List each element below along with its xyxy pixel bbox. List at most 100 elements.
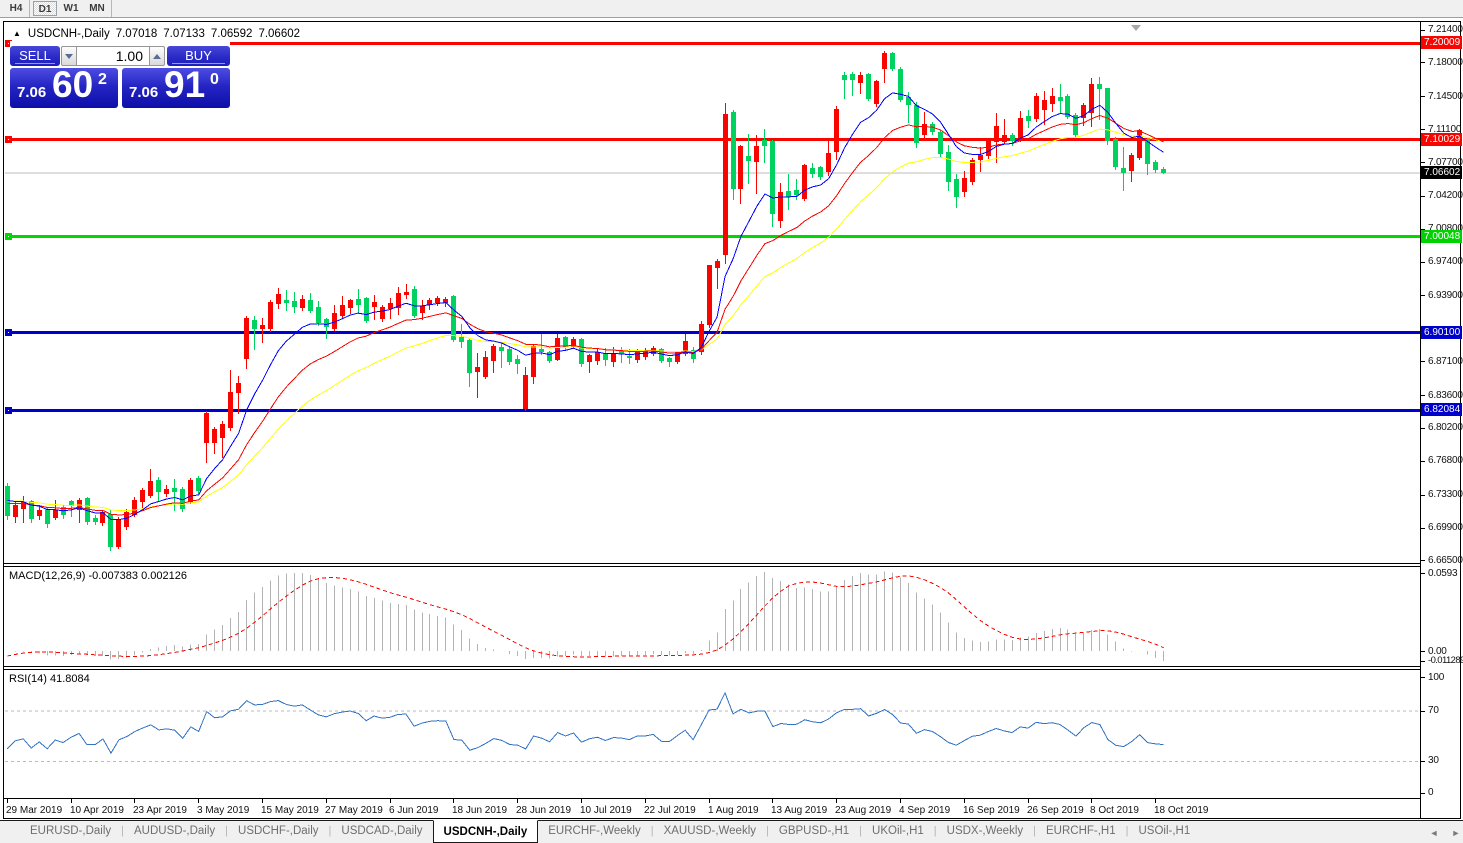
chart-window: ▲ USDCNH-,Daily 7.07018 7.07133 7.06592 7.066… [3,21,1463,819]
macd-tick [1421,573,1425,574]
macd-tick-label: 0.00 [1428,645,1447,657]
pane-separator [4,566,1420,567]
price-badge: 6.90100 [1421,325,1462,339]
candle-wicks-up [15,51,1140,549]
sell-button[interactable]: SELL [10,46,60,66]
pane-separator[interactable] [4,666,1420,667]
time-tick-label: 29 Mar 2019 [6,805,63,816]
time-tick [645,799,646,803]
tab-separator: | [1033,825,1036,837]
price-tick-label: 6.87100 [1428,355,1463,367]
chart-shift-marker-icon[interactable] [1131,25,1141,31]
rsi-name: RSI(14) [9,673,47,685]
time-tick-label: 15 May 2019 [261,805,319,816]
time-tick-label: 10 Jul 2019 [580,805,632,816]
time-tick [262,799,263,803]
time-tick-label: 27 May 2019 [325,805,383,816]
price-tick-label: 6.97400 [1428,256,1463,268]
chart-tab-usoil-h1[interactable]: USOil-,H1 [1138,825,1191,837]
price-tick [1421,62,1425,64]
price-tick-label: 7.18000 [1428,56,1463,68]
price-tick [1421,162,1425,163]
price-tick [1421,29,1425,31]
chart-tab-gbpusd-h1[interactable]: GBPUSD-,H1 [778,825,850,837]
macd-name: MACD(12,26,9) [9,570,86,582]
price-tick-label: 7.07700 [1428,156,1463,168]
price-tick-label: 6.66500 [1428,554,1463,566]
chart-tab-eurusd-daily[interactable]: EURUSD-,Daily [30,825,112,837]
chart-tab-usdchf-daily[interactable]: USDCHF-,Daily [238,825,319,837]
price-tick-label: 6.93900 [1428,289,1463,301]
macd-label: MACD(12,26,9) -0.007383 0.002126 [9,570,187,582]
rsi-tick [1421,760,1425,762]
timeframe-button-mn[interactable]: MN [89,3,105,14]
price-tick [1421,361,1425,363]
price-tick-label: 6.80200 [1428,422,1463,434]
price-axis-separator [1420,22,1421,818]
rsi-tick-label: 70 [1428,705,1439,717]
hline-handle-dot [8,332,9,333]
macd-main-value: -0.007383 [88,570,139,582]
price-tick [1421,460,1425,462]
price-tick [1421,295,1425,297]
timeframe-button-h4[interactable]: H4 [9,3,23,14]
chart-tab-usdx-weekly[interactable]: USDX-,Weekly [946,825,1024,837]
buy-button-label: BUY [185,48,212,63]
chart-symbol-label: USDCNH-,Daily [27,28,110,40]
price-badge: 7.06602 [1421,166,1462,180]
pane-separator [4,669,1420,670]
rsi-tick [1421,677,1425,678]
time-tick [517,799,518,803]
price-tick-label: 6.73300 [1428,489,1463,501]
rsi-tick-label: 30 [1428,755,1439,767]
time-tick [7,799,8,803]
toolbar-separator [111,0,112,17]
volume-input[interactable] [77,46,149,66]
volume-decrease-button[interactable] [61,46,77,66]
tab-separator: | [225,825,229,837]
price-tick [1421,494,1425,496]
price-tick [1421,395,1425,397]
buy-price-box[interactable]: 7.06 91 0 [122,64,230,108]
chart-tabs: EURUSD-,Daily | AUDUSD-,Daily | USDCHF-,Dail… [20,820,1200,843]
buy-price-sup: 0 [210,71,219,88]
pane-separator[interactable] [4,563,1420,564]
tab-scroll-left-button[interactable]: ◄ [1429,828,1439,838]
price-tick-label: 6.83600 [1428,389,1463,401]
tab-scroll-right-button[interactable]: ► [1451,828,1461,838]
time-tick-label: 22 Jul 2019 [644,805,696,816]
volume-increase-button[interactable] [149,46,165,66]
collapse-arrow-icon[interactable]: ▲ [13,29,21,38]
one-click-trading-panel: SELL BUY 7.06 60 2 7.06 91 0 [10,41,230,108]
chart-tab-eurchf-weekly[interactable]: EURCHF-,Weekly [548,825,641,837]
rsi-tick [1421,710,1425,712]
time-tick [1155,799,1156,803]
tab-separator: | [121,825,125,837]
macd-histogram [7,571,1164,661]
sell-price-sup: 2 [98,71,107,88]
hline-handle-dot [8,139,9,140]
price-badge: 7.00048 [1421,229,1462,243]
timeframe-button-d1[interactable]: D1 [33,1,57,16]
chart-tab-xauusd-weekly[interactable]: XAUUSD-,Weekly [663,825,757,837]
time-tick [1028,799,1029,803]
chart-canvas[interactable] [4,22,1460,818]
time-tick [772,799,773,803]
chart-tab-audusd-daily[interactable]: AUDUSD-,Daily [134,825,216,837]
sell-price-big: 60 [52,64,94,105]
chart-tab-eurchf-h1[interactable]: EURCHF-,H1 [1045,825,1116,837]
time-tick-label: 3 May 2019 [197,805,250,816]
time-tick [709,799,710,803]
price-tick-label: 7.00800 [1428,223,1463,234]
chart-tab-usdcad-daily[interactable]: USDCAD-,Daily [341,825,423,837]
sell-price-box[interactable]: 7.06 60 2 [10,64,118,108]
time-tick-label: 4 Sep 2019 [899,805,951,816]
ohlc-low: 7.06592 [210,28,253,40]
buy-button[interactable]: BUY [167,46,230,66]
macd-signal-line [7,575,1164,658]
candle-bodies-up [13,53,1142,547]
chart-tab-usdcnh-daily[interactable]: USDCNH-,Daily [432,820,539,843]
buy-price-small: 7.06 [129,84,159,101]
timeframe-button-w1[interactable]: W1 [63,3,79,14]
chart-tab-ukoil-h1[interactable]: UKOil-,H1 [872,825,924,837]
